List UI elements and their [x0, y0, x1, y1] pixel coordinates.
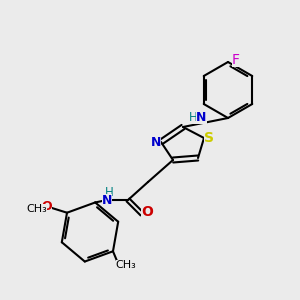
- Text: O: O: [42, 200, 52, 213]
- Text: O: O: [141, 205, 153, 219]
- Text: CH₃: CH₃: [27, 204, 47, 214]
- Text: F: F: [232, 53, 240, 67]
- Text: N: N: [196, 111, 207, 124]
- Text: S: S: [204, 131, 214, 145]
- Text: CH₃: CH₃: [116, 260, 136, 270]
- Text: H: H: [105, 185, 113, 199]
- Text: H: H: [189, 111, 198, 124]
- Text: N: N: [102, 194, 112, 206]
- Text: N: N: [151, 136, 161, 148]
